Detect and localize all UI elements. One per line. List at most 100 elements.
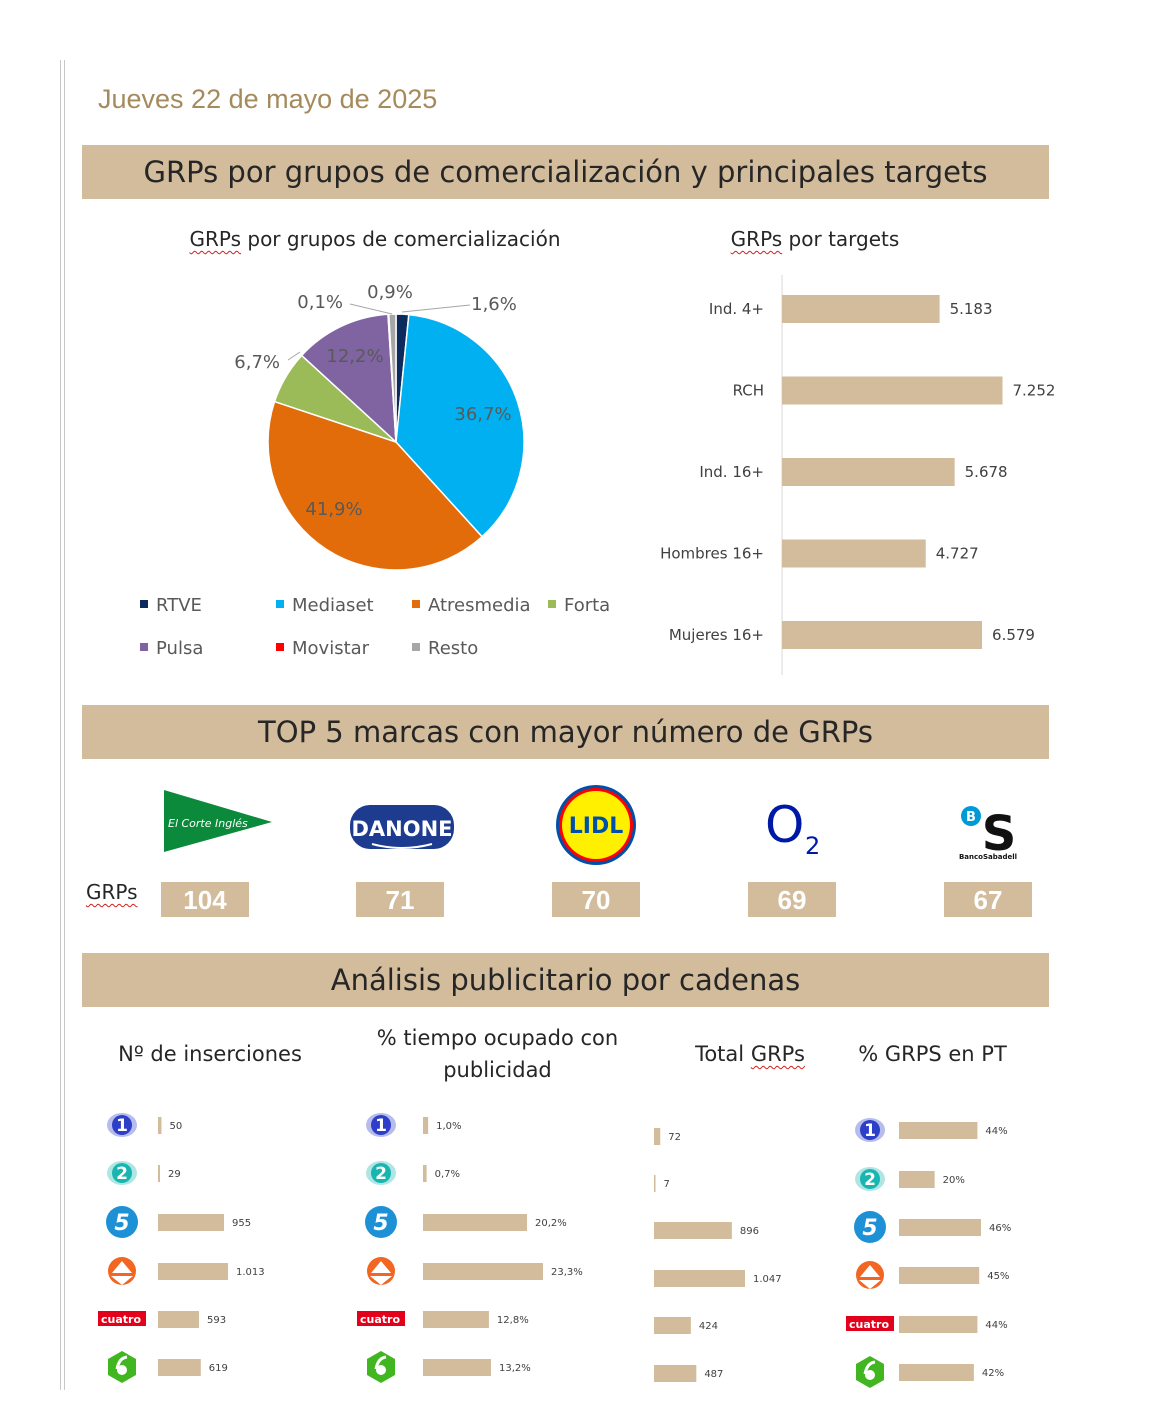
channel-logo-a3-tiempo <box>367 1257 395 1285</box>
legend-swatch-atresmedia <box>412 600 420 608</box>
svg-text:O: O <box>765 798 804 854</box>
value-inserciones-0: 50 <box>169 1121 182 1132</box>
col-head-total-grps-word: GRPs <box>750 1042 805 1066</box>
pie-title-grps: GRPs <box>189 227 242 251</box>
report-date: Jueves 22 de mayo de 2025 <box>98 84 438 114</box>
legend-swatch-mediaset <box>276 600 284 608</box>
channel-logo-la1-tiempo: 1 <box>366 1113 396 1137</box>
col-head-total-grps: Total GRPs <box>660 1038 840 1070</box>
target-category-label-4: Mujeres 16+ <box>669 626 764 644</box>
target-category-label-2: Ind. 16+ <box>699 463 764 481</box>
bar-inserciones-3 <box>158 1263 228 1280</box>
bar-total-grps-2 <box>654 1222 732 1239</box>
channel-logo-t5-tiempo: 5 <box>365 1206 397 1238</box>
bar-pt-1 <box>899 1171 935 1188</box>
value-pt-4: 44% <box>985 1320 1007 1331</box>
pie-title-rest: por grupos de comercialización <box>241 227 561 251</box>
svg-text:2: 2 <box>864 1170 876 1190</box>
col-head-pt: % GRPS en PT <box>858 1042 1007 1066</box>
value-total-grps-4: 424 <box>699 1321 718 1332</box>
svg-text:BancoSabadell: BancoSabadell <box>959 853 1017 861</box>
brand-grps-o2: 69 <box>748 882 836 917</box>
channel-logo-la2-tiempo: 2 <box>366 1161 396 1185</box>
leader-line-rtve <box>401 304 471 313</box>
legend-item-mediaset: Mediaset <box>276 595 374 616</box>
target-value-label-1: 7.252 <box>1013 382 1056 400</box>
brand-grps-lidl: 70 <box>552 882 640 917</box>
bar-pt-4 <box>899 1316 978 1333</box>
legend-item-rtve: RTVE <box>140 595 202 616</box>
targets-bar-chart: Ind. 4+ 5.183 RCH 7.252 Ind. 16+ 5.678 Hombres… <box>660 275 1056 675</box>
target-value-label-3: 4.727 <box>936 545 979 563</box>
channel-logo-cuatro-pt: cuatro <box>846 1316 894 1331</box>
targets-chart-title: GRPs por targets <box>690 227 940 251</box>
svg-text:5: 5 <box>373 1211 388 1236</box>
channel-logo-t5-pt: 5 <box>854 1211 886 1243</box>
o2-logo: O 2 <box>765 798 820 860</box>
col-head-tiempo: % tiempo ocupado con publicidad <box>355 1022 640 1086</box>
legend-swatch-pulsa <box>140 643 148 651</box>
pie-chart: 1,6% 36,7% 41,9% 6,7% 12,2% 0,1% 0,9% <box>234 282 525 571</box>
channel-logo-la6-tiempo <box>367 1351 395 1383</box>
bar-pt-2 <box>899 1219 981 1236</box>
svg-text:El Corte Inglés: El Corte Inglés <box>168 817 248 830</box>
svg-text:LIDL: LIDL <box>569 814 623 839</box>
legend-swatch-forta <box>548 600 556 608</box>
svg-text:cuatro: cuatro <box>849 1318 889 1331</box>
legend-item-forta: Forta <box>548 595 610 616</box>
bar-inserciones-4 <box>158 1311 199 1328</box>
svg-text:5: 5 <box>862 1216 877 1241</box>
bar-inserciones-2 <box>158 1214 224 1231</box>
value-tiempo-3: 23,3% <box>551 1267 583 1278</box>
svg-text:DANONE: DANONE <box>351 817 452 841</box>
target-bar-0 <box>782 295 940 323</box>
svg-text:cuatro: cuatro <box>360 1313 400 1326</box>
target-value-label-2: 5.678 <box>965 463 1008 481</box>
target-bar-4 <box>782 621 983 649</box>
svg-text:1: 1 <box>864 1121 876 1141</box>
pie-label-rtve: 1,6% <box>471 294 517 315</box>
section-header-grps: GRPs por grupos de comercialización y pr… <box>82 145 1049 199</box>
section-header-top5: TOP 5 marcas con mayor número de GRPs <box>82 705 1049 759</box>
bar-pt-5 <box>899 1364 974 1381</box>
value-pt-2: 46% <box>989 1223 1011 1234</box>
svg-text:5: 5 <box>114 1211 129 1236</box>
leader-line-forta <box>287 351 301 361</box>
legend-label-movistar: Movistar <box>292 638 370 659</box>
value-tiempo-1: 0,7% <box>435 1169 460 1180</box>
targets-title-grps: GRPs <box>730 227 783 251</box>
brand-grps-danone: 71 <box>356 882 444 917</box>
banco-sabadell-logo: B S BancoSabadell <box>955 800 1021 864</box>
value-total-grps-2: 896 <box>740 1226 759 1237</box>
pie-label-atresmedia: 41,9% <box>305 499 362 520</box>
target-bar-3 <box>782 539 926 568</box>
value-inserciones-3: 1.013 <box>236 1267 265 1278</box>
lidl-logo: LIDL <box>556 785 636 865</box>
bar-total-grps-5 <box>654 1365 697 1382</box>
pie-label-resto: 0,9% <box>367 282 413 303</box>
col-head-total-prefix: Total <box>695 1042 751 1066</box>
value-inserciones-2: 955 <box>232 1218 251 1229</box>
targets-title-rest: por targets <box>782 227 900 251</box>
pie-slice-resto <box>387 313 397 443</box>
col-head-tiempo-line1: % tiempo ocupado con <box>376 1026 619 1050</box>
value-inserciones-5: 619 <box>209 1363 228 1374</box>
channel-logo-la2-pt: 2 <box>855 1167 885 1191</box>
svg-text:2: 2 <box>116 1164 128 1184</box>
legend-label-mediaset: Mediaset <box>292 595 374 616</box>
svg-text:2: 2 <box>375 1164 387 1184</box>
pie-label-movistar: 0,1% <box>297 292 343 313</box>
leader-line-movistar <box>349 303 393 315</box>
value-tiempo-0: 1,0% <box>436 1121 461 1132</box>
bar-tiempo-5 <box>423 1359 491 1376</box>
page-left-rule <box>60 60 65 1390</box>
value-total-grps-0: 72 <box>668 1132 681 1143</box>
grps-row-label: GRPs <box>86 880 138 904</box>
brand-grps-banco-sabadell: 67 <box>944 882 1032 917</box>
target-value-label-4: 6.579 <box>992 626 1035 644</box>
target-value-label-0: 5.183 <box>950 300 993 318</box>
channel-logo-cuatro-inserciones: cuatro <box>98 1311 146 1326</box>
legend-item-movistar: Movistar <box>276 638 369 659</box>
target-category-label-3: Hombres 16+ <box>660 545 764 563</box>
pie-label-pulsa: 12,2% <box>326 346 383 367</box>
